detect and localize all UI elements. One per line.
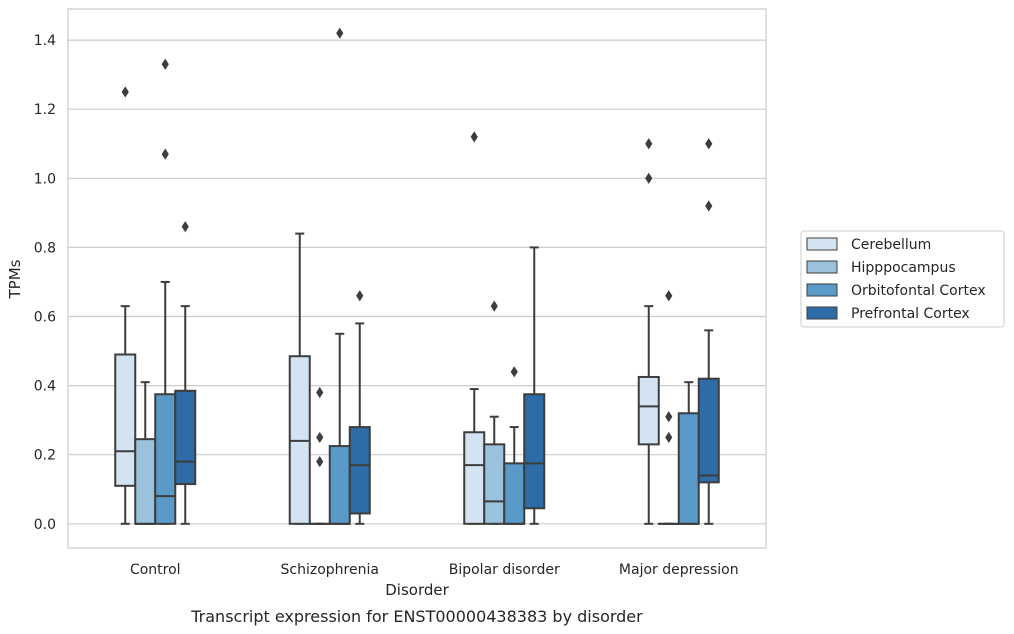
legend-swatch bbox=[806, 283, 838, 297]
box-4-1 bbox=[174, 221, 197, 525]
legend: Cerebellum Hipppocampus Orbitofontal Corte… bbox=[800, 230, 1005, 328]
outlier-point bbox=[490, 300, 498, 312]
box-body bbox=[134, 438, 157, 525]
box-1-2 bbox=[288, 232, 311, 525]
box-body bbox=[483, 443, 506, 525]
x-axis-label: Disorder bbox=[385, 581, 449, 599]
legend-frame bbox=[800, 230, 1005, 328]
box-2-2 bbox=[308, 386, 331, 525]
outlier-point bbox=[316, 386, 324, 399]
box-body bbox=[174, 389, 197, 486]
box-body bbox=[637, 375, 660, 446]
y-tick-label: 0.4 bbox=[34, 379, 56, 395]
outlier-point bbox=[510, 366, 518, 378]
box-body bbox=[677, 412, 700, 525]
box-3-3 bbox=[503, 366, 526, 525]
box-groups bbox=[114, 27, 720, 525]
y-tick-label: 0.6 bbox=[34, 310, 56, 326]
box-2-1 bbox=[134, 381, 157, 525]
box-2-4 bbox=[657, 290, 680, 525]
y-tick-label: 1.0 bbox=[34, 171, 56, 187]
chart-caption: Transcript expression for ENST0000043838… bbox=[190, 607, 643, 626]
outlier-point bbox=[470, 131, 478, 143]
legend-label: Hipppocampus bbox=[851, 260, 956, 276]
outlier-point bbox=[665, 431, 673, 444]
legend-swatch bbox=[806, 237, 838, 251]
outlier-point bbox=[181, 221, 189, 233]
legend-label: Cerebellum bbox=[851, 237, 931, 253]
x-tick-label: Bipolar disorder bbox=[449, 562, 560, 578]
outlier-point bbox=[645, 138, 653, 150]
x-tick-label: Major depression bbox=[619, 562, 739, 578]
box-body bbox=[463, 431, 486, 525]
box-4-4 bbox=[697, 138, 720, 525]
x-tick-label: Schizophrenia bbox=[281, 562, 379, 578]
outlier-point bbox=[356, 290, 364, 302]
box-1-3 bbox=[463, 131, 486, 525]
outlier-point bbox=[316, 431, 324, 444]
box-2-3 bbox=[483, 300, 506, 525]
outlier-point bbox=[705, 200, 713, 212]
legend-swatch bbox=[806, 306, 838, 320]
legend-label: Orbitofontal Cortex bbox=[851, 283, 986, 299]
x-tick-label: Control bbox=[130, 562, 181, 578]
box-body bbox=[114, 353, 137, 487]
box-body bbox=[523, 393, 546, 510]
box-body bbox=[154, 393, 177, 525]
outlier-point bbox=[161, 58, 169, 70]
box-3-1 bbox=[154, 58, 177, 525]
y-axis-label: TPMs bbox=[6, 259, 24, 299]
outlier-point bbox=[161, 148, 169, 160]
box-3-2 bbox=[328, 27, 351, 525]
box-4-2 bbox=[348, 290, 371, 525]
legend-label: Prefrontal Cortex bbox=[851, 306, 970, 322]
y-tick-label: 1.4 bbox=[34, 33, 56, 49]
x-axis-ticks: Control Schizophrenia Bipolar disorder Majo… bbox=[130, 562, 739, 578]
box-4-3 bbox=[523, 246, 546, 525]
box-body bbox=[348, 426, 371, 515]
box-1-1 bbox=[114, 86, 137, 525]
y-tick-label: 0.2 bbox=[34, 448, 56, 464]
y-tick-label: 0.0 bbox=[34, 517, 56, 533]
box-body bbox=[697, 377, 720, 484]
legend-swatch bbox=[806, 260, 838, 274]
outlier-point bbox=[316, 456, 324, 468]
box-3-4 bbox=[677, 381, 700, 525]
box-body bbox=[503, 462, 526, 525]
y-axis-ticks: 0.0 0.2 0.4 0.6 0.8 1.0 1.2 1.4 bbox=[34, 33, 56, 533]
outlier-point bbox=[705, 138, 713, 150]
outlier-point bbox=[645, 172, 653, 184]
plot-frame bbox=[67, 8, 767, 549]
outlier-point bbox=[121, 86, 129, 98]
y-tick-label: 0.8 bbox=[34, 240, 56, 256]
outlier-point bbox=[665, 411, 673, 423]
outlier-point bbox=[336, 27, 344, 39]
box-1-4 bbox=[637, 138, 660, 525]
y-tick-label: 1.2 bbox=[34, 102, 56, 118]
box-body bbox=[328, 445, 351, 525]
outlier-point bbox=[665, 290, 673, 302]
